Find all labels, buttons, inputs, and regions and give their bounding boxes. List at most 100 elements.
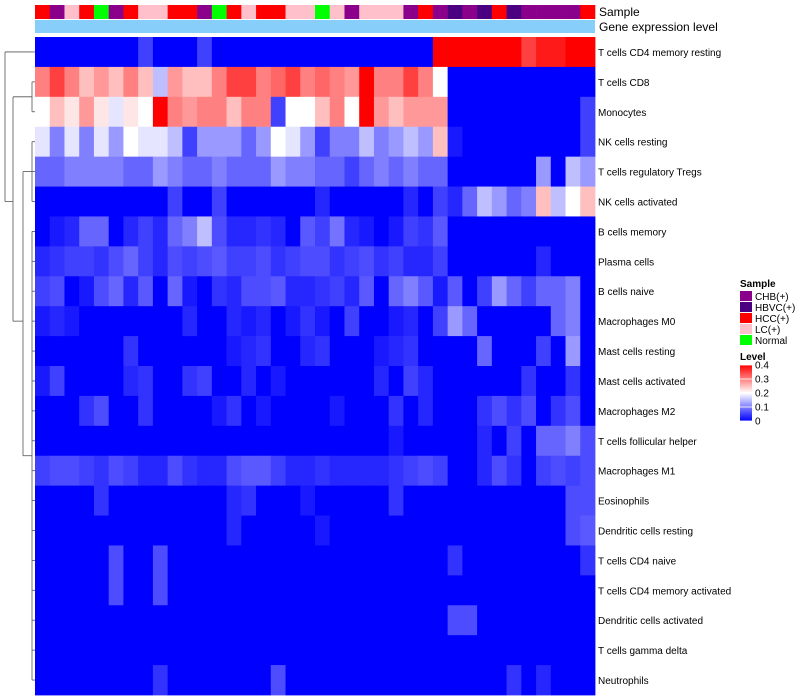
heatmap-cell xyxy=(300,425,316,457)
heatmap-cell xyxy=(388,96,404,128)
heatmap-cell xyxy=(108,635,124,666)
heatmap-cell xyxy=(403,366,419,397)
heatmap-cell xyxy=(447,605,463,636)
heatmap-cell xyxy=(241,395,257,427)
heatmap-cell xyxy=(256,366,272,397)
row-label: T cells follicular helper xyxy=(598,437,697,448)
sample-annotation-cell xyxy=(167,5,183,19)
heatmap-cell xyxy=(447,425,463,457)
heatmap-cell xyxy=(536,665,552,696)
sample-annotation-cell xyxy=(138,5,154,19)
heatmap-cells xyxy=(35,37,596,696)
heatmap-cell xyxy=(521,395,537,427)
heatmap-cell xyxy=(79,545,95,576)
heatmap-cell xyxy=(93,455,110,487)
heatmap-cell xyxy=(167,515,183,546)
heatmap-cell xyxy=(491,306,507,337)
heatmap-cell xyxy=(79,336,95,367)
heatmap-cell xyxy=(418,126,434,158)
heatmap-cell xyxy=(447,665,463,696)
heatmap-cell xyxy=(241,186,257,217)
heatmap-cell xyxy=(152,366,169,397)
heatmap-cell xyxy=(211,336,227,367)
heatmap-cell xyxy=(521,306,537,337)
sample-annotation-cell xyxy=(211,5,227,19)
heatmap-cell xyxy=(64,126,80,158)
heatmap-cell xyxy=(388,485,404,516)
heatmap-cell xyxy=(49,306,65,337)
heatmap-cell xyxy=(138,96,154,128)
sample-annotation-cell xyxy=(226,5,242,19)
heatmap-cell xyxy=(211,156,227,187)
heatmap-cell xyxy=(403,545,419,576)
heatmap-cell xyxy=(359,186,375,217)
heatmap-cell xyxy=(241,575,257,606)
heatmap-cell xyxy=(315,425,331,457)
heatmap-cell xyxy=(344,96,360,128)
heatmap-cell xyxy=(285,515,301,546)
heatmap-cell xyxy=(152,635,169,666)
heatmap-cell xyxy=(403,126,419,158)
heatmap-cell xyxy=(344,605,360,636)
sample-annotation-cell xyxy=(182,5,198,19)
heatmap-cell xyxy=(550,366,566,397)
heatmap-cell xyxy=(329,66,345,98)
heatmap-cell xyxy=(167,37,183,68)
heatmap-cell xyxy=(152,575,169,606)
heatmap-cell xyxy=(550,605,566,636)
heatmap-cell xyxy=(373,66,390,98)
heatmap-cell xyxy=(536,485,552,516)
heatmap-cell xyxy=(491,665,507,696)
heatmap-cell xyxy=(285,126,301,158)
heatmap-cell xyxy=(35,37,51,68)
heatmap-cell xyxy=(123,37,139,68)
heatmap-cell xyxy=(152,216,169,247)
heatmap-cell xyxy=(256,545,272,576)
heatmap-cell xyxy=(152,186,169,217)
heatmap-cell xyxy=(580,635,596,666)
heatmap-cell xyxy=(108,425,124,457)
heatmap-cell xyxy=(506,605,522,636)
heatmap-cell xyxy=(167,186,183,217)
heatmap-cell xyxy=(432,575,449,606)
row-label: Neutrophils xyxy=(598,676,649,687)
heatmap-cell xyxy=(79,605,95,636)
heatmap-cell xyxy=(226,425,242,457)
heatmap-cell xyxy=(506,366,522,397)
heatmap-cell xyxy=(93,515,110,546)
heatmap-cell xyxy=(35,276,51,307)
heatmap-cell xyxy=(315,276,331,307)
heatmap-cell xyxy=(565,575,581,606)
heatmap-cell xyxy=(373,665,390,696)
heatmap-cell xyxy=(211,186,227,217)
heatmap-cell xyxy=(152,605,169,636)
heatmap-cell xyxy=(138,216,154,247)
heatmap-cell xyxy=(359,605,375,636)
heatmap-cell xyxy=(550,515,566,546)
heatmap-cell xyxy=(270,336,286,367)
sample-annotation-cell xyxy=(241,5,257,19)
heatmap-cell xyxy=(226,96,242,128)
heatmap-cell xyxy=(462,276,478,307)
heatmap-cell xyxy=(329,216,345,247)
heatmap-cell xyxy=(256,96,272,128)
heatmap-cell xyxy=(506,96,522,128)
heatmap-cell xyxy=(270,306,286,337)
heatmap-cell xyxy=(447,306,463,337)
heatmap-cell xyxy=(285,635,301,666)
heatmap-cell xyxy=(35,96,51,128)
level-legend-tick-label: 0.1 xyxy=(755,403,769,414)
heatmap-cell xyxy=(270,66,286,98)
heatmap-cell xyxy=(270,665,286,696)
heatmap-cell xyxy=(182,455,198,487)
heatmap-cell xyxy=(79,515,95,546)
heatmap-cell xyxy=(167,665,183,696)
heatmap-cell xyxy=(447,395,463,427)
heatmap-cell xyxy=(64,276,80,307)
row-label: NK cells resting xyxy=(598,138,667,149)
heatmap-cell xyxy=(182,515,198,546)
heatmap-cell xyxy=(123,96,139,128)
heatmap-cell xyxy=(35,395,51,427)
heatmap-cell xyxy=(138,395,154,427)
heatmap-cell xyxy=(49,665,65,696)
